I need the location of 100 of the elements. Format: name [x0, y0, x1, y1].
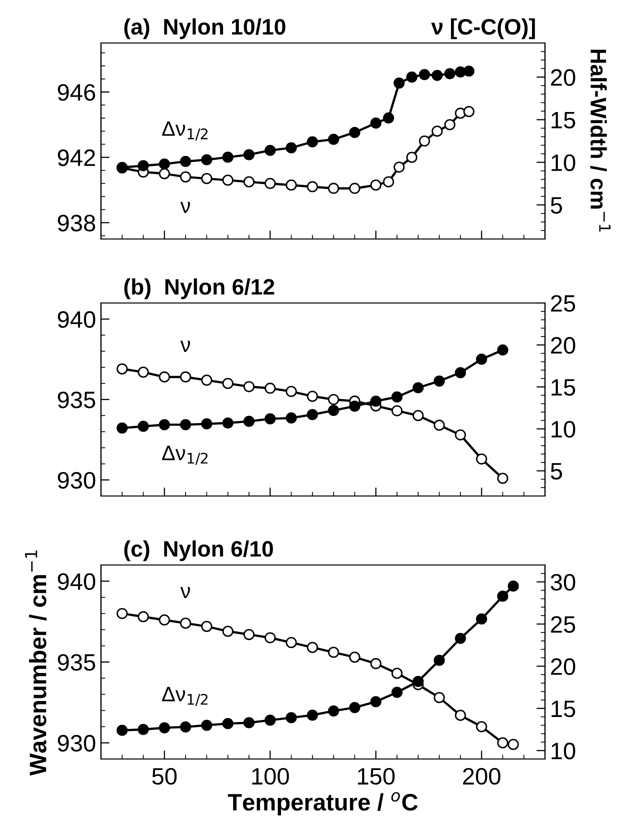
point	[412, 410, 424, 422]
point	[306, 390, 318, 402]
point	[286, 386, 297, 398]
point	[306, 642, 318, 654]
point	[382, 176, 394, 188]
point	[158, 722, 170, 734]
point	[370, 696, 382, 708]
y2-tick-label: 25	[551, 295, 576, 312]
point	[138, 611, 149, 622]
point	[116, 724, 128, 736]
point	[180, 156, 192, 168]
y-axis-title: Wavenumber / cm$^{−1}$	[25, 550, 47, 776]
point	[454, 367, 466, 378]
y2-tick-label: 20	[551, 337, 576, 354]
point	[370, 118, 382, 129]
point	[328, 134, 340, 145]
point	[349, 652, 360, 663]
x-tick-label: 50	[152, 768, 177, 785]
point	[497, 737, 508, 748]
point	[222, 152, 234, 163]
point	[138, 724, 149, 736]
point	[264, 632, 276, 644]
point	[306, 409, 318, 420]
point	[116, 608, 128, 620]
point	[370, 396, 382, 407]
point	[432, 126, 443, 137]
chart-title: (a) Nylon 10/10	[124, 18, 286, 40]
point	[222, 174, 234, 186]
point	[434, 654, 445, 666]
y2-tick-label: 25	[551, 616, 576, 633]
point	[222, 718, 234, 730]
series-label: Δν$_{1/2}$	[162, 446, 208, 465]
chart-title: (c) Nylon 6/10	[124, 540, 273, 562]
y-tick-label: 940	[58, 311, 96, 328]
point	[243, 717, 255, 728]
y-tick-label: 940	[58, 573, 96, 590]
point	[201, 154, 212, 166]
point	[328, 182, 340, 194]
point	[476, 354, 488, 365]
point	[391, 391, 403, 403]
y-tick-label: 935	[58, 392, 96, 408]
point	[306, 710, 318, 721]
series-label: Δν$_{1/2}$	[162, 121, 208, 141]
point	[116, 422, 128, 434]
point	[180, 419, 192, 430]
x-tick-label: 150	[358, 768, 395, 785]
x-tick-label: 100	[252, 768, 289, 785]
point	[328, 394, 340, 406]
point	[222, 626, 234, 637]
point	[116, 363, 128, 374]
point	[201, 418, 212, 430]
y2-tick-label: 15	[552, 112, 576, 128]
y2-tick-label: 30	[550, 574, 576, 591]
series-label: ν	[180, 340, 190, 352]
y2-tick-label: 10	[552, 742, 576, 760]
point	[328, 404, 340, 416]
point	[391, 405, 403, 416]
text: ν [C-C(O)]	[431, 18, 535, 40]
point	[454, 632, 466, 644]
chart-title: (b) Nylon 6/12	[124, 278, 274, 300]
point	[243, 628, 255, 640]
point	[243, 416, 255, 427]
point	[158, 158, 170, 170]
point	[138, 160, 149, 172]
point	[349, 126, 360, 138]
series-label: ν	[180, 587, 190, 598]
y2-tick-label: 15	[552, 379, 576, 396]
point	[201, 173, 212, 184]
y2-tick-label: 20	[551, 658, 576, 676]
point	[306, 181, 318, 192]
point	[412, 382, 424, 394]
point	[158, 614, 170, 626]
point	[158, 419, 170, 430]
y2-tick-label: 15	[552, 700, 576, 718]
point	[264, 714, 276, 726]
point	[418, 135, 430, 147]
point	[158, 371, 170, 383]
y2-tick-label: 5	[550, 463, 562, 480]
point	[201, 620, 212, 632]
point	[394, 77, 405, 89]
point	[286, 637, 297, 648]
point	[243, 176, 255, 188]
point	[286, 412, 297, 424]
point	[463, 106, 474, 118]
point	[349, 182, 360, 194]
point	[286, 712, 297, 724]
point	[406, 72, 418, 83]
point	[391, 668, 403, 679]
point	[286, 142, 297, 154]
point	[412, 676, 424, 687]
point	[454, 710, 466, 721]
point	[138, 420, 149, 432]
point	[391, 686, 403, 698]
point	[406, 152, 418, 163]
point	[138, 366, 149, 378]
point	[264, 382, 276, 394]
point	[497, 590, 508, 602]
point	[264, 144, 276, 156]
y-tick-label: 946	[58, 84, 96, 101]
point	[243, 149, 255, 160]
